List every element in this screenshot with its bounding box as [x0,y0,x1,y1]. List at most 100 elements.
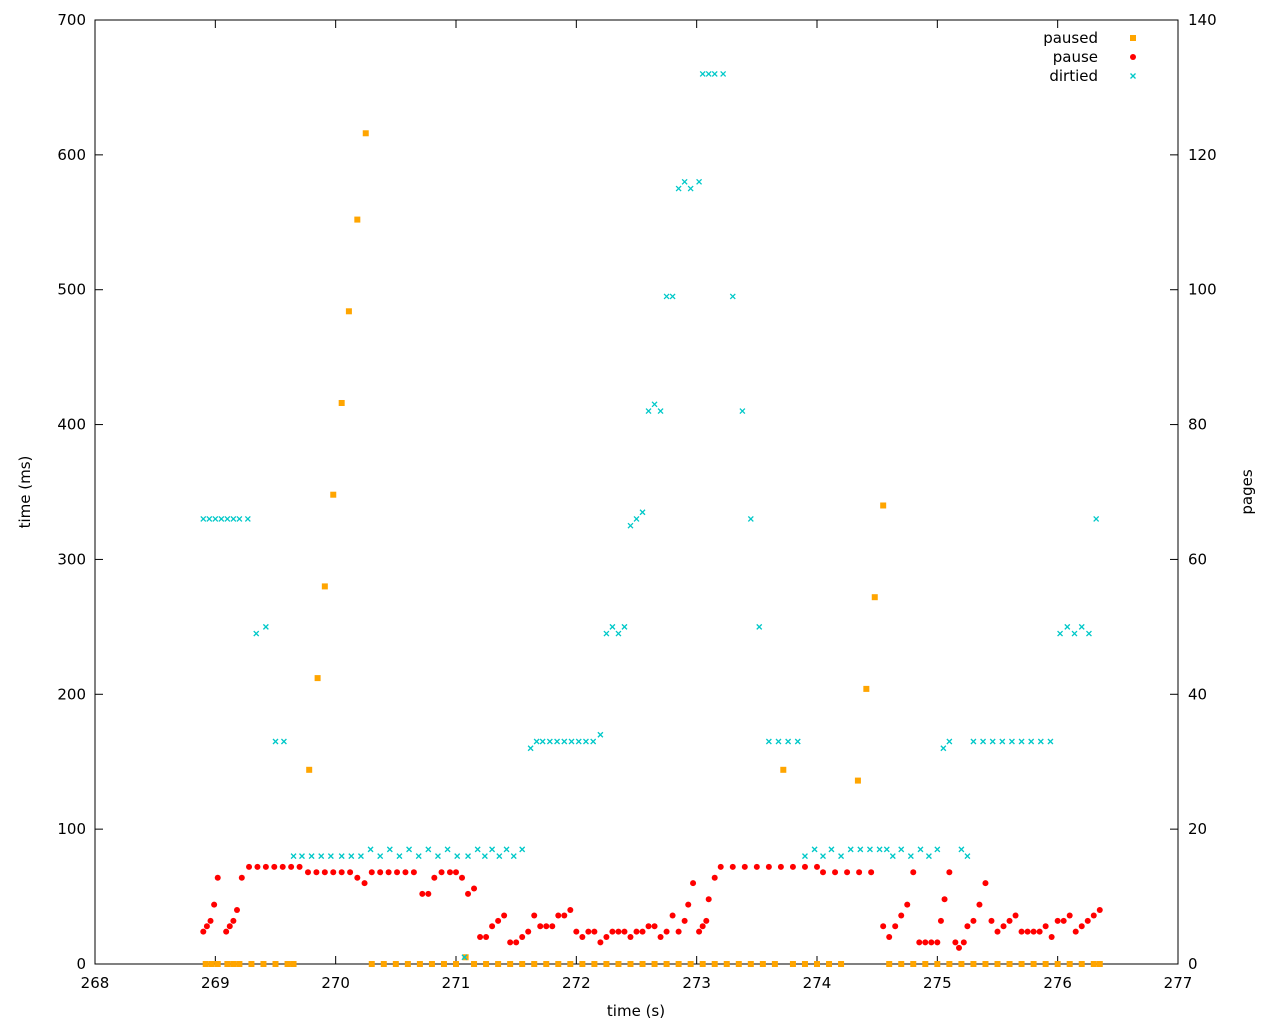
point-paused [735,961,742,967]
point-pause [937,917,944,924]
point-pause [952,939,959,946]
point-paused [958,961,965,967]
point-paused [910,961,917,967]
point-paused [202,961,209,967]
point-paused [1090,961,1097,967]
point-paused [603,961,610,967]
point-paused [675,961,682,967]
point-pause [1006,917,1013,924]
point-pause [1078,923,1085,930]
point-paused [404,961,411,967]
point-dirtied [406,846,413,853]
point-dirtied [290,853,297,860]
point-pause [585,928,592,935]
point-dirtied [212,516,219,522]
point-dirtied [244,516,251,522]
point-dirtied [820,853,826,860]
point-pause [1012,912,1019,919]
point-pause [651,923,658,930]
point-dirtied [1037,738,1044,745]
point-dirtied [958,846,965,853]
point-dirtied [1064,623,1071,630]
point-pause [1018,928,1025,935]
point-pause [555,912,562,919]
point-pause [573,928,580,935]
point-pause [431,874,438,881]
point-pause [513,939,520,946]
point-dirtied [934,846,941,853]
point-paused [639,961,646,967]
point-pause [471,885,478,892]
point-dirtied [348,853,355,860]
point-paused [567,961,574,967]
point-paused [1018,961,1025,967]
point-dirtied [454,853,461,860]
point-dirtied [621,623,628,630]
point-pause [964,923,971,930]
point-pause [543,923,550,930]
point-paused [579,961,586,967]
point-dirtied [794,738,801,745]
point-dirtied [503,846,510,853]
point-paused [208,961,215,967]
point-paused [214,961,221,967]
point-dirtied [546,738,553,745]
point-paused [994,961,1001,967]
point-dirtied [481,853,488,860]
data-marks [200,70,1103,967]
point-paused [1066,961,1073,967]
point-dirtied [367,846,374,853]
point-pause [657,934,664,941]
point-dirtied [434,853,441,860]
point-paused [248,961,255,967]
point-pause [615,928,622,935]
point-paused [880,502,887,509]
point-pause [1072,928,1079,935]
point-paused [224,961,231,967]
y-right-tick-label: 60 [1188,550,1207,568]
point-pause [531,912,538,919]
x-tick-label: 274 [803,974,832,992]
point-paused [321,583,328,590]
point-dirtied [857,846,864,853]
point-pause [982,880,989,887]
point-dirtied [224,516,231,522]
point-dirtied [527,745,534,752]
point-dirtied [597,731,604,738]
x-tick-label: 277 [1164,974,1193,992]
point-paused [1030,961,1037,967]
point-pause [477,934,484,941]
point-pause [988,917,995,924]
series-pause [200,863,1103,951]
point-paused [886,961,893,967]
point-pause [663,928,670,935]
point-dirtied [866,846,873,853]
point-pause [262,863,269,870]
x-tick-label: 269 [201,974,230,992]
point-pause [330,869,337,876]
series-dirtied [200,70,1100,961]
point-paused [687,961,694,967]
x-tick-label: 271 [442,974,471,992]
point-pause [753,863,760,870]
point-dirtied [883,846,890,853]
point-pause [525,928,532,935]
point-dirtied [465,853,471,860]
point-paused [946,961,953,967]
point-dirtied [1071,630,1078,637]
point-dirtied [1085,630,1092,637]
point-dirtied [299,853,305,860]
point-paused [771,961,778,967]
point-dirtied [663,293,670,300]
point-dirtied [802,853,808,860]
y-right-tick-label: 100 [1188,281,1217,299]
point-pause [946,869,953,876]
legend-marker-pause [1130,54,1136,60]
point-paused [871,594,878,601]
point-pause [1030,928,1037,935]
point-paused [362,130,369,137]
point-pause [1024,928,1031,935]
point-pause [898,912,905,919]
point-pause [200,928,207,935]
point-dirtied [645,408,652,415]
